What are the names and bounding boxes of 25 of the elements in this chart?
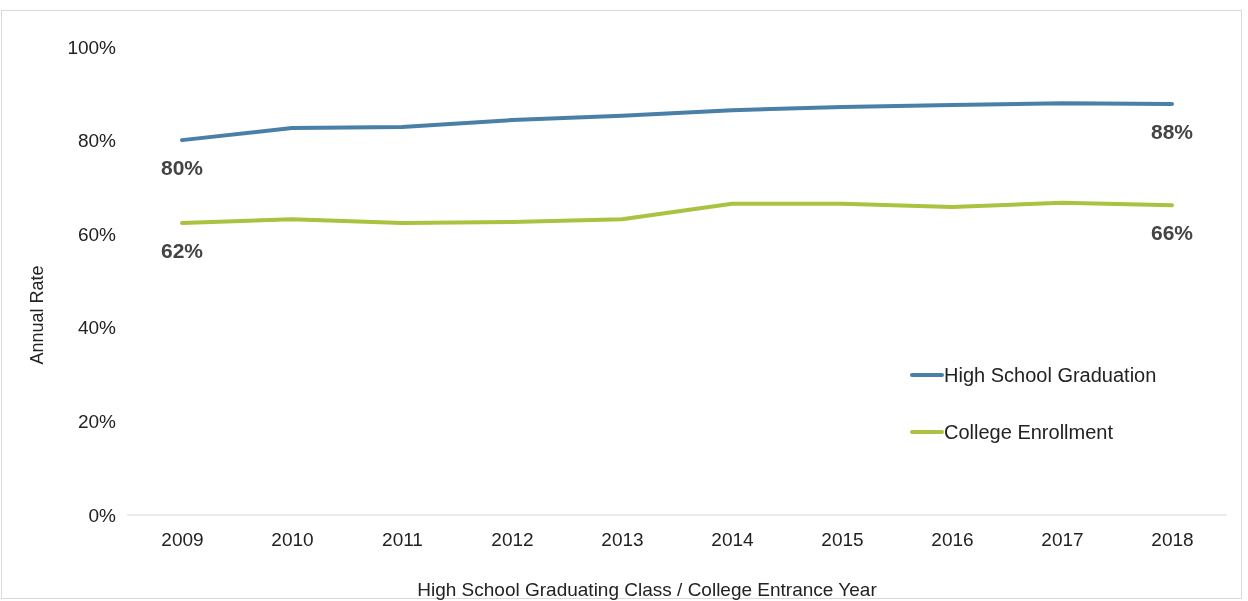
y-tick-label: 40% — [77, 317, 117, 339]
data-label: 66% — [1150, 221, 1194, 245]
x-tick-label: 2014 — [711, 529, 755, 551]
x-tick-label: 2017 — [1041, 529, 1084, 551]
x-tick-label: 2013 — [601, 529, 644, 551]
legend-label: High School Graduation — [944, 364, 1157, 386]
x-tick-label: 2009 — [161, 529, 204, 551]
x-tick-label: 2010 — [271, 529, 314, 551]
y-axis-title: Annual Rate — [27, 265, 47, 365]
legend-label: College Enrollment — [944, 421, 1114, 443]
x-axis-title: High School Graduating Class / College Entrance Year — [417, 579, 878, 600]
x-tick-label: 2011 — [382, 529, 423, 551]
data-label: 62% — [160, 238, 204, 262]
y-tick-label: 60% — [77, 223, 117, 245]
y-tick-label: 0% — [88, 504, 117, 526]
line-series — [180, 200, 1174, 225]
y-tick-label: 100% — [67, 36, 117, 58]
x-tick-label: 2016 — [931, 529, 974, 551]
data-label: 80% — [160, 156, 204, 180]
x-tick-label: 2012 — [491, 529, 534, 551]
y-tick-label: 80% — [77, 130, 117, 152]
x-tick-label: 2018 — [1151, 529, 1194, 551]
data-label: 88% — [1150, 120, 1194, 144]
x-tick-label: 2015 — [821, 529, 864, 551]
y-tick-label: 20% — [77, 410, 117, 432]
